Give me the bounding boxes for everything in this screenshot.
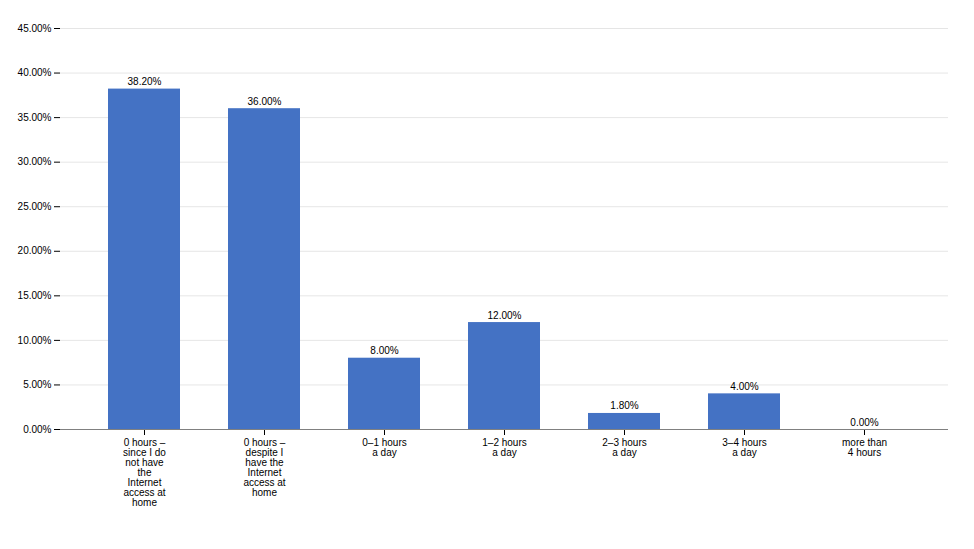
svg-text:10.00%: 10.00% [18,335,52,346]
svg-text:5.00%: 5.00% [23,379,51,390]
svg-text:40.00%: 40.00% [18,67,52,78]
svg-text:0.00%: 0.00% [850,417,878,428]
svg-text:more than4 hours: more than4 hours [842,437,887,458]
svg-text:25.00%: 25.00% [18,201,52,212]
svg-text:1.80%: 1.80% [610,400,638,411]
svg-text:0 hours –since I donot havethe: 0 hours –since I donot havetheInternetac… [123,437,166,508]
svg-text:30.00%: 30.00% [18,156,52,167]
svg-text:38.20%: 38.20% [128,76,162,87]
svg-text:45.00%: 45.00% [18,23,52,34]
svg-text:15.00%: 15.00% [18,290,52,301]
svg-text:0 hours –despite Ihave theInte: 0 hours –despite Ihave theInternetaccess… [243,437,285,498]
svg-text:2–3 hoursa day: 2–3 hoursa day [602,437,646,458]
svg-text:0.00%: 0.00% [23,424,51,435]
svg-text:20.00%: 20.00% [18,245,52,256]
svg-text:12.00%: 12.00% [488,310,522,321]
svg-text:1–2 hoursa day: 1–2 hoursa day [482,437,526,458]
svg-text:3–4 hoursa day: 3–4 hoursa day [722,437,766,458]
svg-text:36.00%: 36.00% [248,96,282,107]
svg-text:4.00%: 4.00% [730,381,758,392]
svg-text:35.00%: 35.00% [18,112,52,123]
svg-text:0–1 hoursa day: 0–1 hoursa day [362,437,406,458]
svg-text:8.00%: 8.00% [370,345,398,356]
